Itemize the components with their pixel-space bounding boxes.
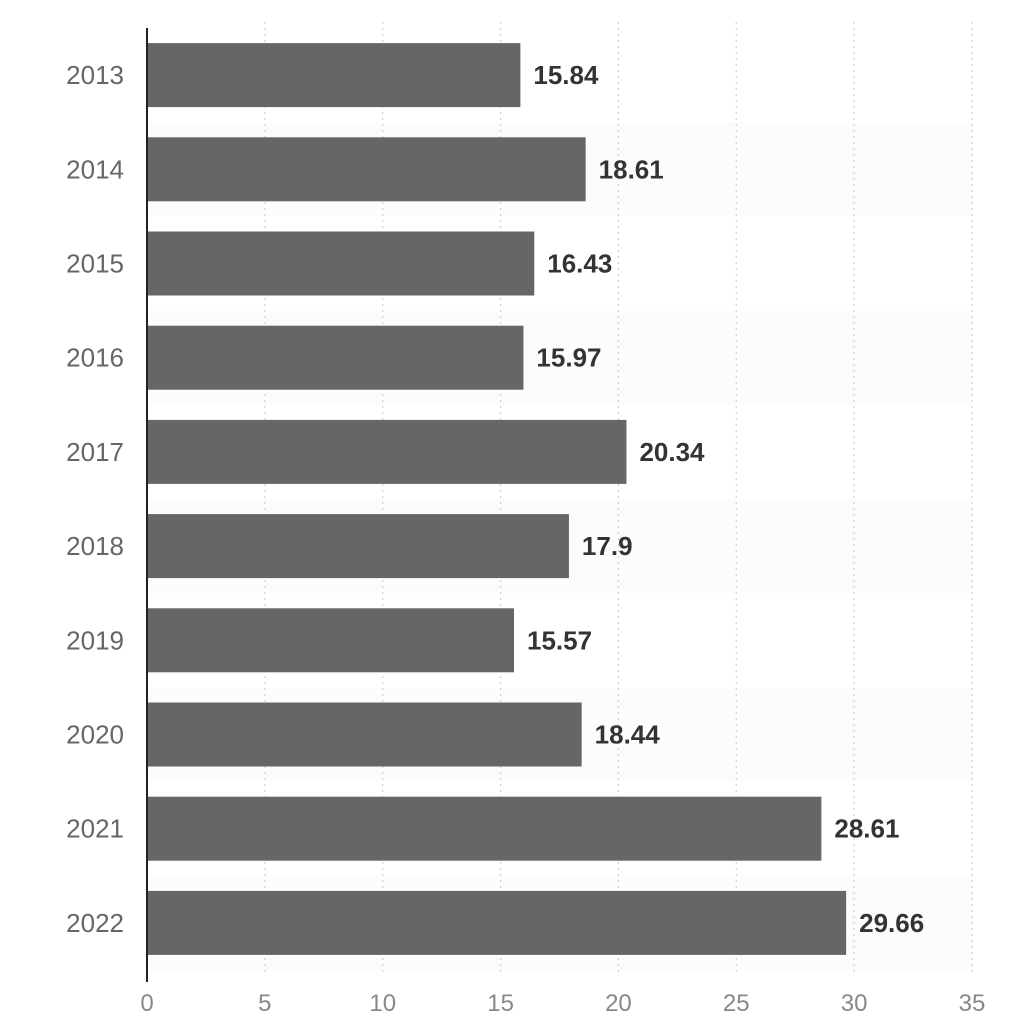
bars bbox=[147, 43, 847, 955]
value-label: 18.44 bbox=[595, 720, 661, 750]
value-label: 15.57 bbox=[527, 625, 592, 655]
x-tick-label: 25 bbox=[723, 990, 750, 1017]
category-label: 2017 bbox=[66, 437, 124, 467]
bar-2016 bbox=[147, 325, 524, 390]
bar-2022 bbox=[147, 890, 847, 955]
bar-2015 bbox=[147, 231, 535, 296]
bar-2021 bbox=[147, 796, 822, 861]
bar-2020 bbox=[147, 702, 582, 767]
category-label: 2020 bbox=[66, 720, 124, 750]
x-tick-label: 30 bbox=[841, 990, 868, 1017]
category-label: 2021 bbox=[66, 814, 124, 844]
value-label: 15.84 bbox=[533, 60, 599, 90]
value-label: 20.34 bbox=[639, 437, 705, 467]
category-label: 2022 bbox=[66, 908, 124, 938]
category-label: 2019 bbox=[66, 625, 124, 655]
value-labels: 15.84 18.61 16.43 15.97 20.34 17.9 15.57 18.44 2… bbox=[527, 60, 924, 938]
bar-2013 bbox=[147, 43, 521, 108]
category-label: 2018 bbox=[66, 531, 124, 561]
bar-2014 bbox=[147, 137, 586, 202]
category-labels: 2013 2014 2015 2016 2017 2018 2019 2020 2021 2022 bbox=[66, 60, 124, 938]
x-tick-label: 5 bbox=[258, 990, 271, 1017]
category-label: 2014 bbox=[66, 154, 124, 184]
x-tick-labels: 0 5 10 15 20 25 30 35 bbox=[140, 990, 985, 1017]
value-label: 17.9 bbox=[582, 531, 633, 561]
x-tick-label: 20 bbox=[605, 990, 632, 1017]
category-label: 2016 bbox=[66, 343, 124, 373]
x-tick-label: 35 bbox=[959, 990, 986, 1017]
category-label: 2015 bbox=[66, 249, 124, 279]
value-label: 16.43 bbox=[547, 249, 612, 279]
category-label: 2013 bbox=[66, 60, 124, 90]
x-tick-label: 0 bbox=[140, 990, 153, 1017]
x-tick-label: 10 bbox=[369, 990, 396, 1017]
bar-2019 bbox=[147, 608, 515, 673]
bar-2018 bbox=[147, 514, 569, 579]
bar-2017 bbox=[147, 419, 627, 484]
value-label: 15.97 bbox=[536, 343, 601, 373]
x-tick-label: 15 bbox=[487, 990, 514, 1017]
value-label: 18.61 bbox=[599, 154, 664, 184]
value-label: 29.66 bbox=[859, 908, 924, 938]
value-label: 28.61 bbox=[834, 814, 899, 844]
